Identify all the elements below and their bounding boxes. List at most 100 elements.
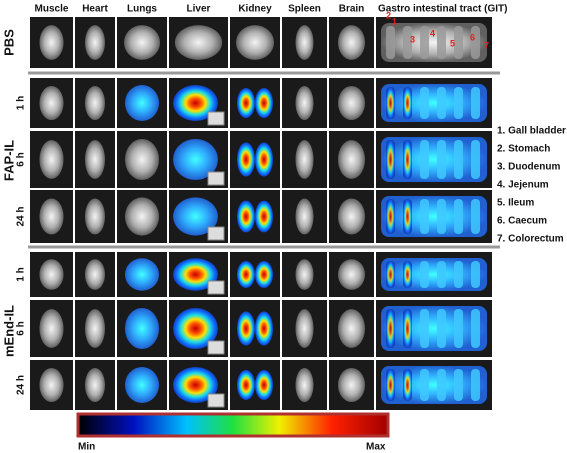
column-header: Heart: [82, 4, 108, 15]
organ-loop: [403, 199, 412, 234]
organ: [124, 25, 160, 60]
legend-item: 3. Duodenum: [497, 162, 560, 173]
column-header: Kidney: [238, 4, 272, 15]
legend-item: 1. Gall bladder: [497, 126, 566, 137]
organ: [338, 368, 365, 402]
organ-loop: [386, 261, 395, 288]
colorbar: [76, 412, 390, 438]
organ: [255, 88, 273, 118]
organ: [125, 85, 159, 121]
organ-loop: [454, 261, 463, 288]
organ-loop: [420, 309, 429, 348]
column-header: Gastro intestinal tract (GIT): [378, 4, 507, 15]
organ-loop: [386, 26, 395, 59]
inset: [207, 226, 225, 241]
organ-loop: [386, 309, 395, 348]
time-label: 6 h: [16, 321, 27, 335]
column-header: Spleen: [288, 4, 321, 15]
organ-loop: [471, 140, 480, 179]
organ: [295, 86, 314, 120]
organ-loop: [454, 309, 463, 348]
time-label: 1 h: [16, 96, 27, 110]
legend-item: 6. Caecum: [497, 216, 547, 227]
column-header: Liver: [187, 4, 211, 15]
organ-loop: [471, 261, 480, 288]
column-header: Lungs: [127, 4, 157, 15]
organ-loop: [454, 199, 463, 234]
group-label: PBS: [1, 29, 16, 56]
organ: [39, 140, 64, 179]
organ: [85, 198, 105, 235]
time-label: 24 h: [16, 206, 27, 226]
organ: [125, 258, 159, 291]
organ: [173, 85, 218, 121]
organ-loop: [403, 369, 412, 401]
organ: [295, 140, 314, 179]
organ: [295, 368, 314, 402]
git-marker: 1: [392, 16, 397, 26]
organ-loop: [420, 369, 429, 401]
inset: [207, 393, 225, 408]
colorbar-min: Min: [78, 442, 95, 453]
organ: [39, 86, 64, 120]
organ: [338, 198, 365, 235]
organ: [295, 198, 314, 235]
organ: [39, 309, 64, 348]
organ-loop: [471, 199, 480, 234]
organ-loop: [437, 140, 446, 179]
organ-loop: [403, 309, 412, 348]
organ: [173, 138, 218, 181]
organ-loop: [471, 87, 480, 119]
organ: [173, 258, 218, 291]
organ-loop: [471, 309, 480, 348]
legend-item: 4. Jejenum: [497, 180, 549, 191]
organ-loop: [420, 199, 429, 234]
organ: [39, 198, 64, 235]
organ: [237, 142, 255, 177]
organ: [255, 142, 273, 177]
organ: [236, 25, 274, 60]
organ: [338, 140, 365, 179]
organ: [39, 368, 64, 402]
organ-loop: [437, 369, 446, 401]
organ-loop: [403, 26, 412, 59]
time-label: 1 h: [16, 267, 27, 281]
organ: [338, 86, 365, 120]
organ: [295, 309, 314, 348]
organ-loop: [437, 87, 446, 119]
organ: [237, 88, 255, 118]
organ-loop: [386, 140, 395, 179]
organ-loop: [437, 26, 446, 59]
organ: [237, 370, 255, 400]
inset: [207, 280, 225, 295]
git-marker: 2: [386, 10, 391, 20]
organ: [85, 140, 105, 179]
organ-loop: [420, 261, 429, 288]
organ-loop: [454, 26, 463, 59]
organ: [85, 86, 105, 120]
organ: [237, 200, 255, 233]
legend-item: 7. Colorectum: [497, 234, 564, 245]
organ-loop: [420, 87, 429, 119]
organ: [173, 367, 218, 403]
organ-loop: [437, 199, 446, 234]
organ: [295, 25, 314, 60]
organ: [125, 197, 159, 236]
group-label: mEnd-IL: [1, 305, 16, 357]
organ-loop: [471, 26, 480, 59]
organ: [125, 367, 159, 403]
colorbar-max: Max: [366, 442, 386, 453]
organ: [173, 197, 218, 236]
git-marker: 3: [410, 34, 415, 44]
organ: [85, 309, 105, 348]
organ: [255, 200, 273, 233]
organ-loop: [386, 369, 395, 401]
column-header: Brain: [339, 4, 365, 15]
organ-loop: [420, 26, 429, 59]
organ-loop: [420, 140, 429, 179]
organ: [255, 311, 273, 346]
organ-loop: [403, 261, 412, 288]
column-header: Muscle: [35, 4, 69, 15]
organ-loop: [437, 261, 446, 288]
